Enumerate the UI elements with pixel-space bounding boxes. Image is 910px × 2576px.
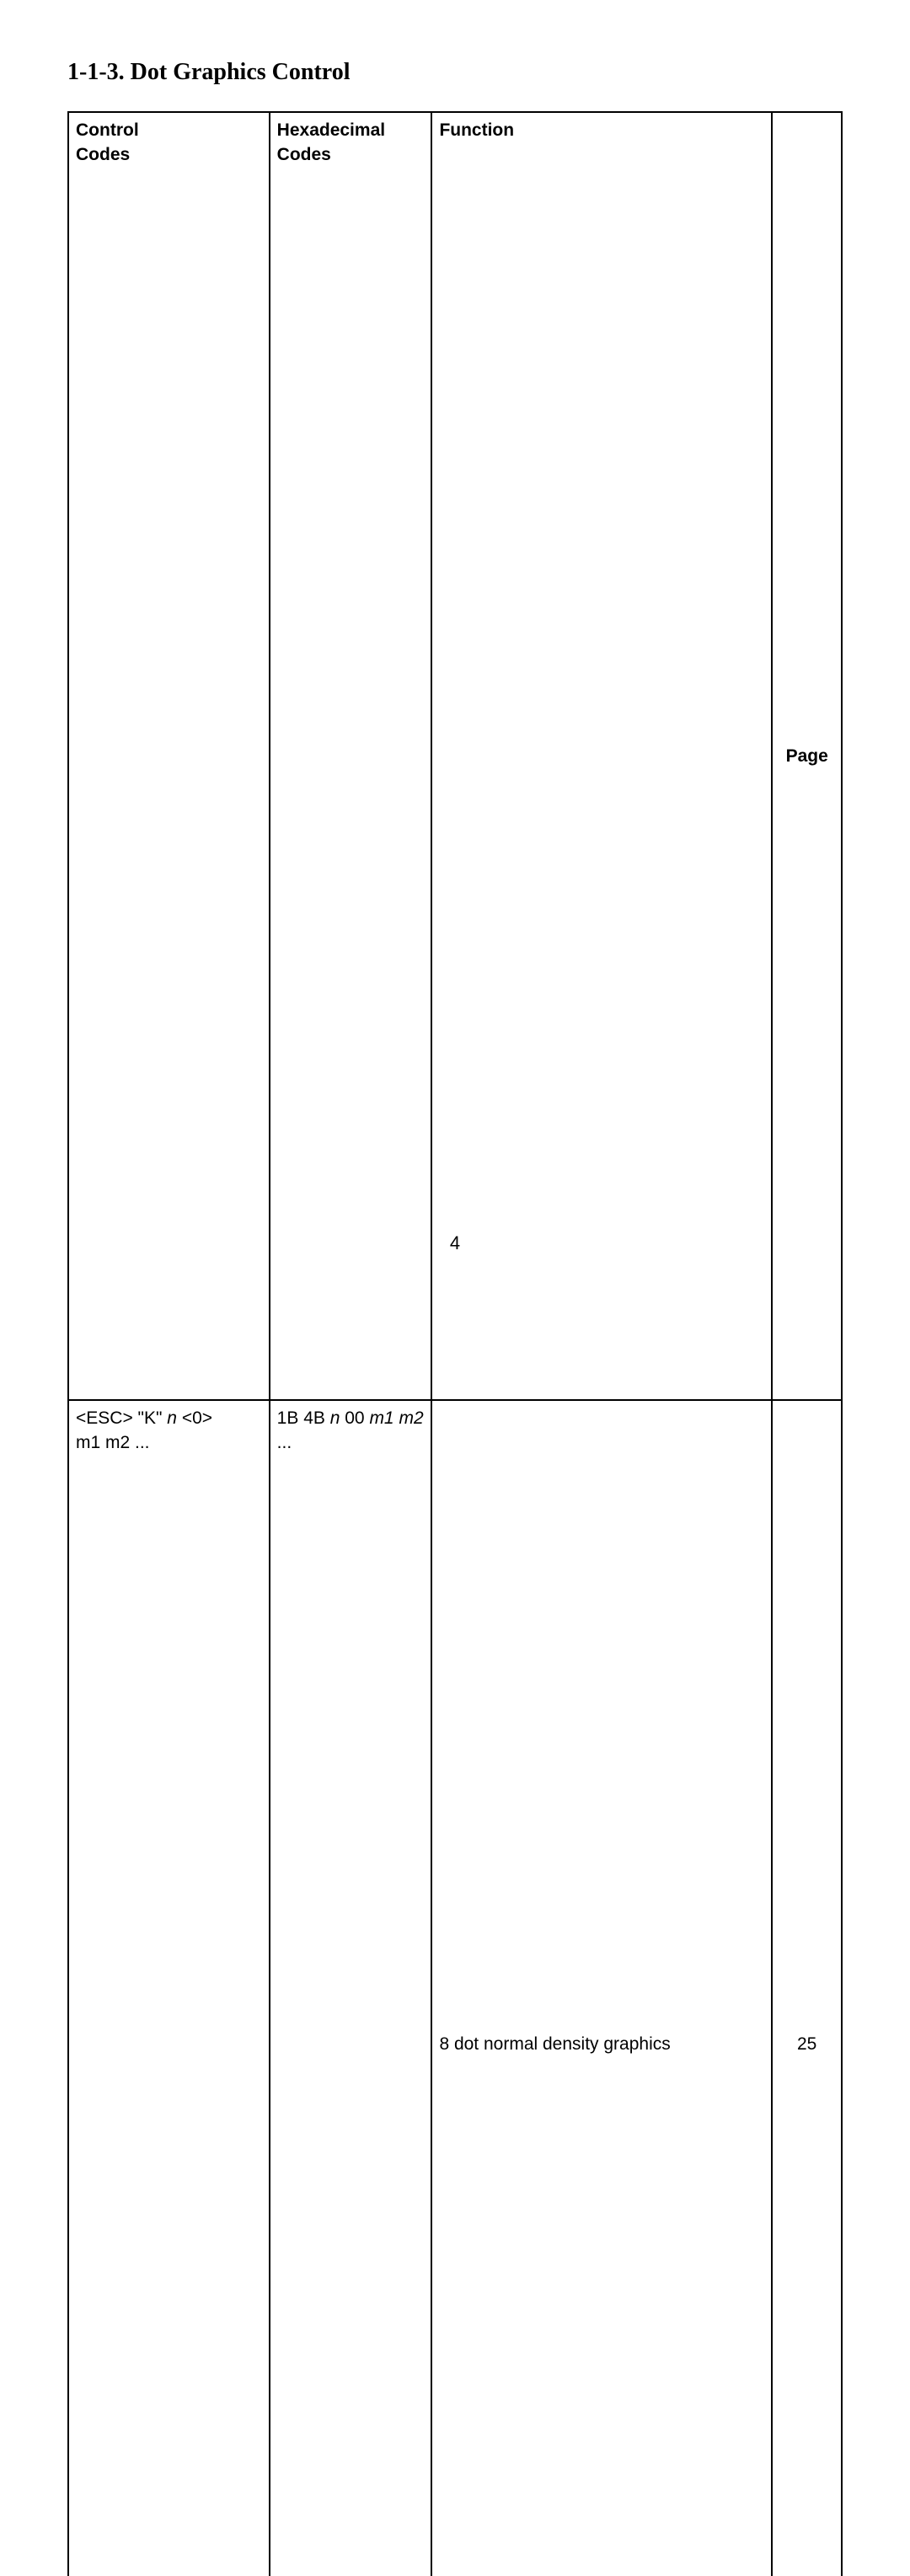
table-row: <ESC> "K" n <0>m1 m2 ...1B 4B n 00 m1 m2… bbox=[68, 1400, 842, 2576]
page: 1-1-3. Dot Graphics ControlControlCodesH… bbox=[0, 0, 910, 1288]
column-header-hex: HexadecimalCodes bbox=[270, 112, 432, 1400]
page-number: 4 bbox=[0, 1232, 910, 1254]
cell-function: 8 dot normal density graphics bbox=[431, 1400, 772, 2576]
sections-container: 1-1-3. Dot Graphics Control ControlCodesH… bbox=[67, 59, 843, 2576]
column-header-func: Function bbox=[431, 112, 772, 1400]
reference-table: ControlCodesHexadecimalCodesFunctionPage… bbox=[67, 111, 843, 2576]
cell-page: 25 bbox=[772, 1400, 842, 2576]
column-header-control: ControlCodes bbox=[68, 112, 270, 1400]
section-title: 1-1-3. Dot Graphics Control bbox=[67, 59, 843, 86]
cell-hex: 1B 4B n 00 m1 m2... bbox=[270, 1400, 432, 2576]
column-header-page: Page bbox=[772, 112, 842, 1400]
cell-control: <ESC> "K" n <0>m1 m2 ... bbox=[68, 1400, 270, 2576]
